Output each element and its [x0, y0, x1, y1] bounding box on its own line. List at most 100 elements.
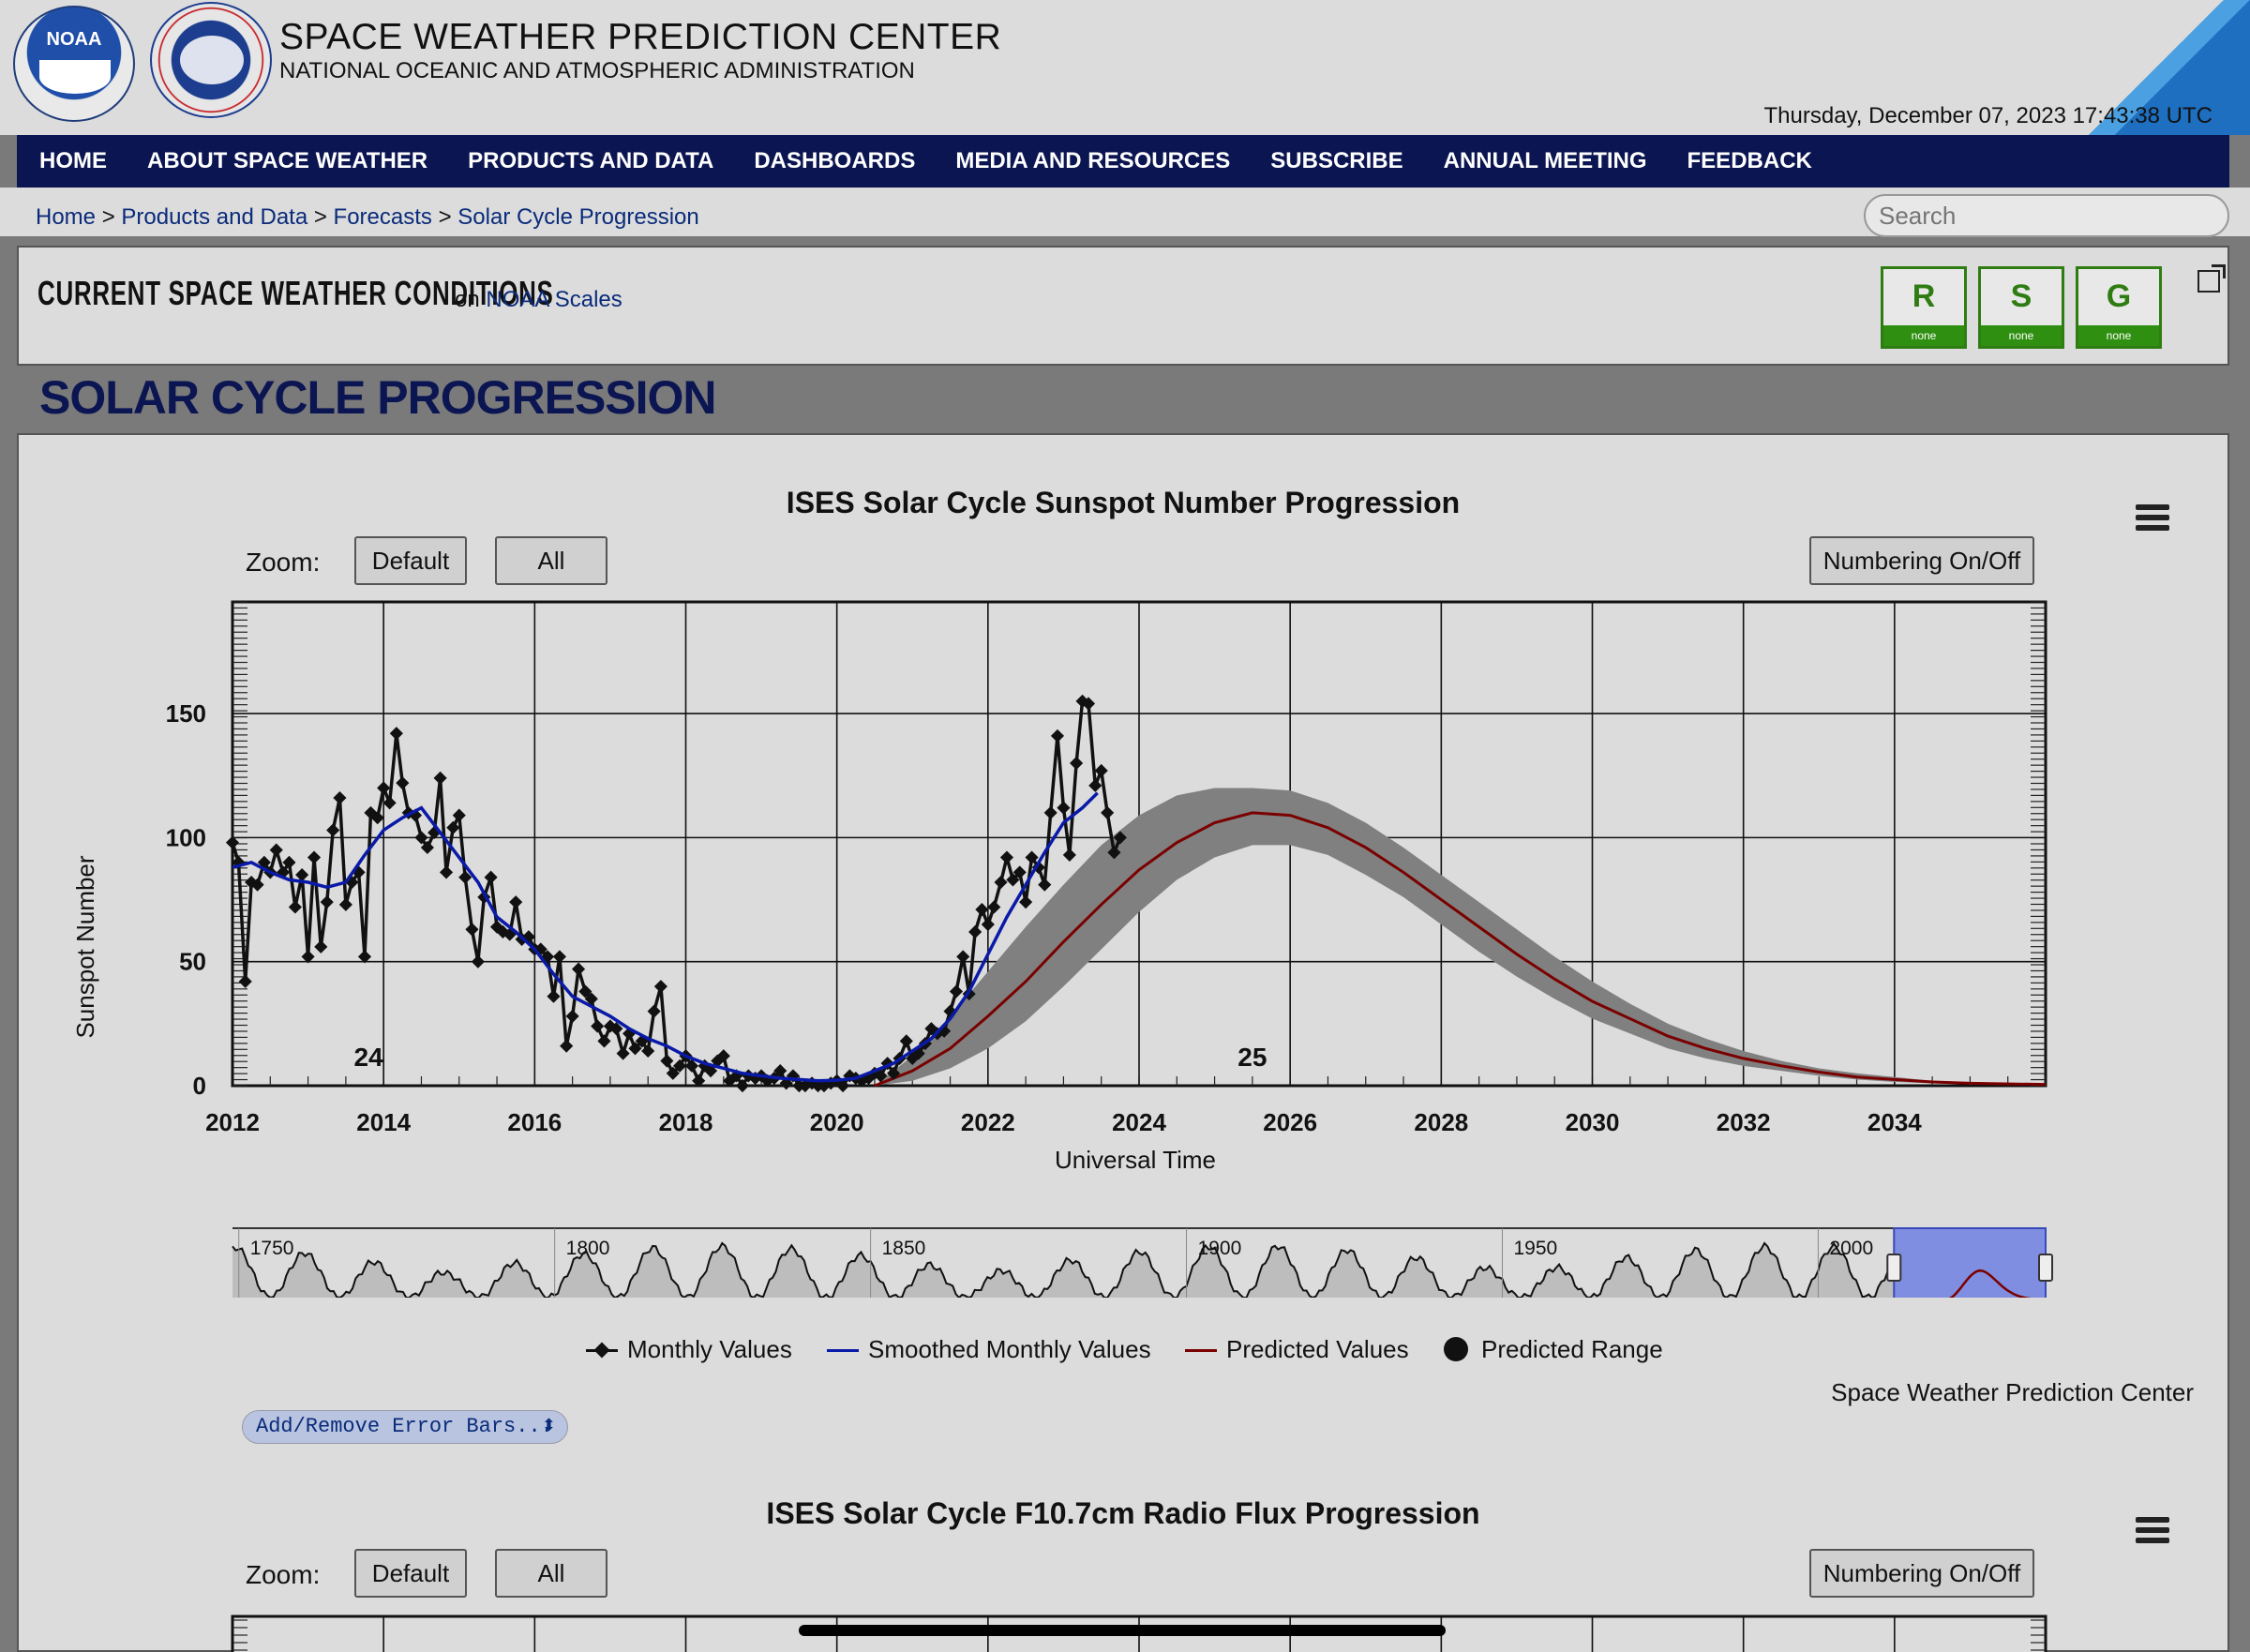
legend-predicted-values[interactable]: Predicted Values — [1185, 1335, 1409, 1364]
monthly-value-point — [1062, 848, 1076, 862]
monthly-value-point — [1043, 805, 1058, 819]
monthly-value-point — [489, 920, 504, 934]
zoom-all-button[interactable]: All — [495, 536, 608, 585]
s-scale-box[interactable]: S none — [1978, 266, 2064, 349]
breadcrumb-current[interactable]: Solar Cycle Progression — [458, 204, 699, 230]
chart2-zoom-default-button[interactable]: Default — [354, 1549, 467, 1598]
legend-label: Smoothed Monthly Values — [868, 1335, 1151, 1363]
legend-smoothed-monthly-values[interactable]: Smoothed Monthly Values — [827, 1335, 1151, 1364]
navigator-right-handle — [2038, 1254, 2053, 1282]
x-tick-label: 2032 — [1717, 1108, 1771, 1136]
breadcrumb-separator: > — [431, 204, 458, 230]
current-conditions-bar: CURRENT SPACE WEATHER CONDITIONS on NOAA… — [17, 246, 2229, 366]
noaa-scales-text: on NOAA Scales — [455, 287, 622, 313]
popout-icon[interactable] — [2198, 264, 2226, 293]
monthly-value-point — [981, 917, 995, 932]
sunspot-chart[interactable]: 2012 2014 2016 2018 2020 2022 2024 2026 2028 2030… — [19, 435, 2231, 1298]
x-tick-label: 2022 — [961, 1108, 1015, 1136]
chart-panel: ISES Solar Cycle Sunspot Number Progress… — [17, 433, 2229, 1652]
monthly-value-point — [609, 1022, 623, 1036]
monthly-value-point — [295, 868, 309, 882]
x-tick-label: 2026 — [1263, 1108, 1317, 1136]
breadcrumb-products-and-data[interactable]: Products and Data — [121, 204, 308, 230]
error-bars-select[interactable]: Add/Remove Error Bars... — [242, 1410, 568, 1444]
monthly-value-point — [396, 776, 410, 790]
monthly-value-point — [716, 1049, 730, 1063]
monthly-value-point — [1038, 878, 1052, 892]
monthly-value-point — [547, 989, 561, 1003]
monthly-value-point — [333, 790, 347, 805]
breadcrumb-home[interactable]: Home — [36, 204, 97, 230]
monthly-value-point — [560, 1039, 574, 1053]
monthly-value-point — [660, 1054, 674, 1068]
smoothed-monthly-line — [232, 791, 1099, 1083]
chart2-zoom-all-button[interactable]: All — [495, 1549, 608, 1598]
chart2-numbering-toggle-button[interactable]: Numbering On/Off — [1809, 1549, 2034, 1598]
header-corner-graphic — [2062, 0, 2250, 135]
noaa-bird-icon — [39, 60, 111, 94]
nws-logo[interactable] — [150, 2, 272, 118]
monthly-value-point — [578, 984, 592, 999]
y-tick-label: 0 — [193, 1072, 206, 1100]
monthly-value-point — [874, 1069, 888, 1083]
numbering-toggle-button[interactable]: Numbering On/Off — [1809, 536, 2034, 585]
zoom-default-button[interactable]: Default — [354, 536, 467, 585]
monthly-value-point — [269, 843, 283, 857]
x-tick-label: 2020 — [810, 1108, 864, 1136]
legend-predicted-range[interactable]: Predicted Range — [1444, 1335, 1663, 1364]
nav-feedback[interactable]: FEEDBACK — [1687, 148, 1812, 173]
monthly-value-point — [338, 897, 352, 911]
monthly-value-point — [1012, 865, 1027, 879]
site-header: NOAA SPACE WEATHER PREDICTION CENTER NAT… — [0, 0, 2250, 135]
breadcrumb-forecasts[interactable]: Forecasts — [333, 204, 432, 230]
noaa-logo-text: NOAA — [46, 29, 102, 50]
x-tick-label: 2034 — [1868, 1108, 1922, 1136]
x-tick-label: 2016 — [507, 1108, 562, 1136]
noaa-scales-link[interactable]: NOAA Scales — [486, 287, 622, 312]
monthly-value-point — [433, 771, 447, 785]
r-scale-box[interactable]: R none — [1881, 266, 1967, 349]
monthly-value-point — [735, 1078, 750, 1093]
current-datetime: Thursday, December 07, 2023 17:43:38 UTC — [1763, 103, 2212, 128]
g-scale-box[interactable]: G none — [2076, 266, 2162, 349]
monthly-value-point — [1113, 831, 1127, 845]
nav-media-and-resources[interactable]: MEDIA AND RESOURCES — [955, 148, 1231, 173]
nav-home[interactable]: HOME — [39, 148, 107, 173]
navigator-year-label: 1800 — [566, 1238, 610, 1259]
y-tick-label: 150 — [166, 699, 206, 728]
legend-monthly-values[interactable]: Monthly Values — [586, 1335, 792, 1364]
nav-about-space-weather[interactable]: ABOUT SPACE WEATHER — [147, 148, 428, 173]
nws-lightning-icon — [180, 36, 244, 84]
monthly-value-point — [357, 950, 372, 964]
search-input[interactable] — [1864, 194, 2229, 237]
monthly-value-point — [389, 727, 403, 741]
noaa-logo[interactable]: NOAA — [13, 6, 135, 122]
monthly-value-point — [420, 840, 434, 855]
navigator-year-label: 1750 — [250, 1238, 294, 1259]
g-scale-level: none — [2078, 325, 2159, 346]
nav-dashboards[interactable]: DASHBOARDS — [754, 148, 916, 173]
site-title[interactable]: SPACE WEATHER PREDICTION CENTER — [279, 17, 1002, 57]
y-axis-title: Sunspot Number — [71, 855, 99, 1038]
monthly-value-point — [773, 1064, 788, 1078]
chart2-menu-icon[interactable] — [2136, 1517, 2169, 1543]
navigator-year-label: 1850 — [882, 1238, 926, 1259]
navigator-year-label: 1950 — [1513, 1238, 1557, 1259]
monthly-value-point — [1025, 850, 1039, 864]
nav-annual-meeting[interactable]: ANNUAL MEETING — [1443, 148, 1647, 173]
monthly-value-point — [616, 1046, 630, 1060]
monthly-value-point — [1101, 805, 1115, 819]
monthly-value-point — [647, 1004, 661, 1018]
monthly-values-line — [231, 698, 1122, 1089]
legend-label: Monthly Values — [627, 1335, 792, 1363]
nav-subscribe[interactable]: SUBSCRIBE — [1270, 148, 1403, 173]
monthly-value-point — [465, 923, 479, 937]
site-subtitle: NATIONAL OCEANIC AND ATMOSPHERIC ADMINIS… — [279, 58, 915, 83]
nav-products-and-data[interactable]: PRODUCTS AND DATA — [468, 148, 714, 173]
monthly-value-point — [1006, 873, 1020, 887]
legend-label: Predicted Range — [1481, 1335, 1663, 1363]
x-tick-label: 2018 — [659, 1108, 713, 1136]
chart-menu-icon[interactable] — [2136, 504, 2169, 531]
monthly-value-point — [987, 900, 1001, 914]
r-scale-letter: R — [1912, 278, 1936, 314]
